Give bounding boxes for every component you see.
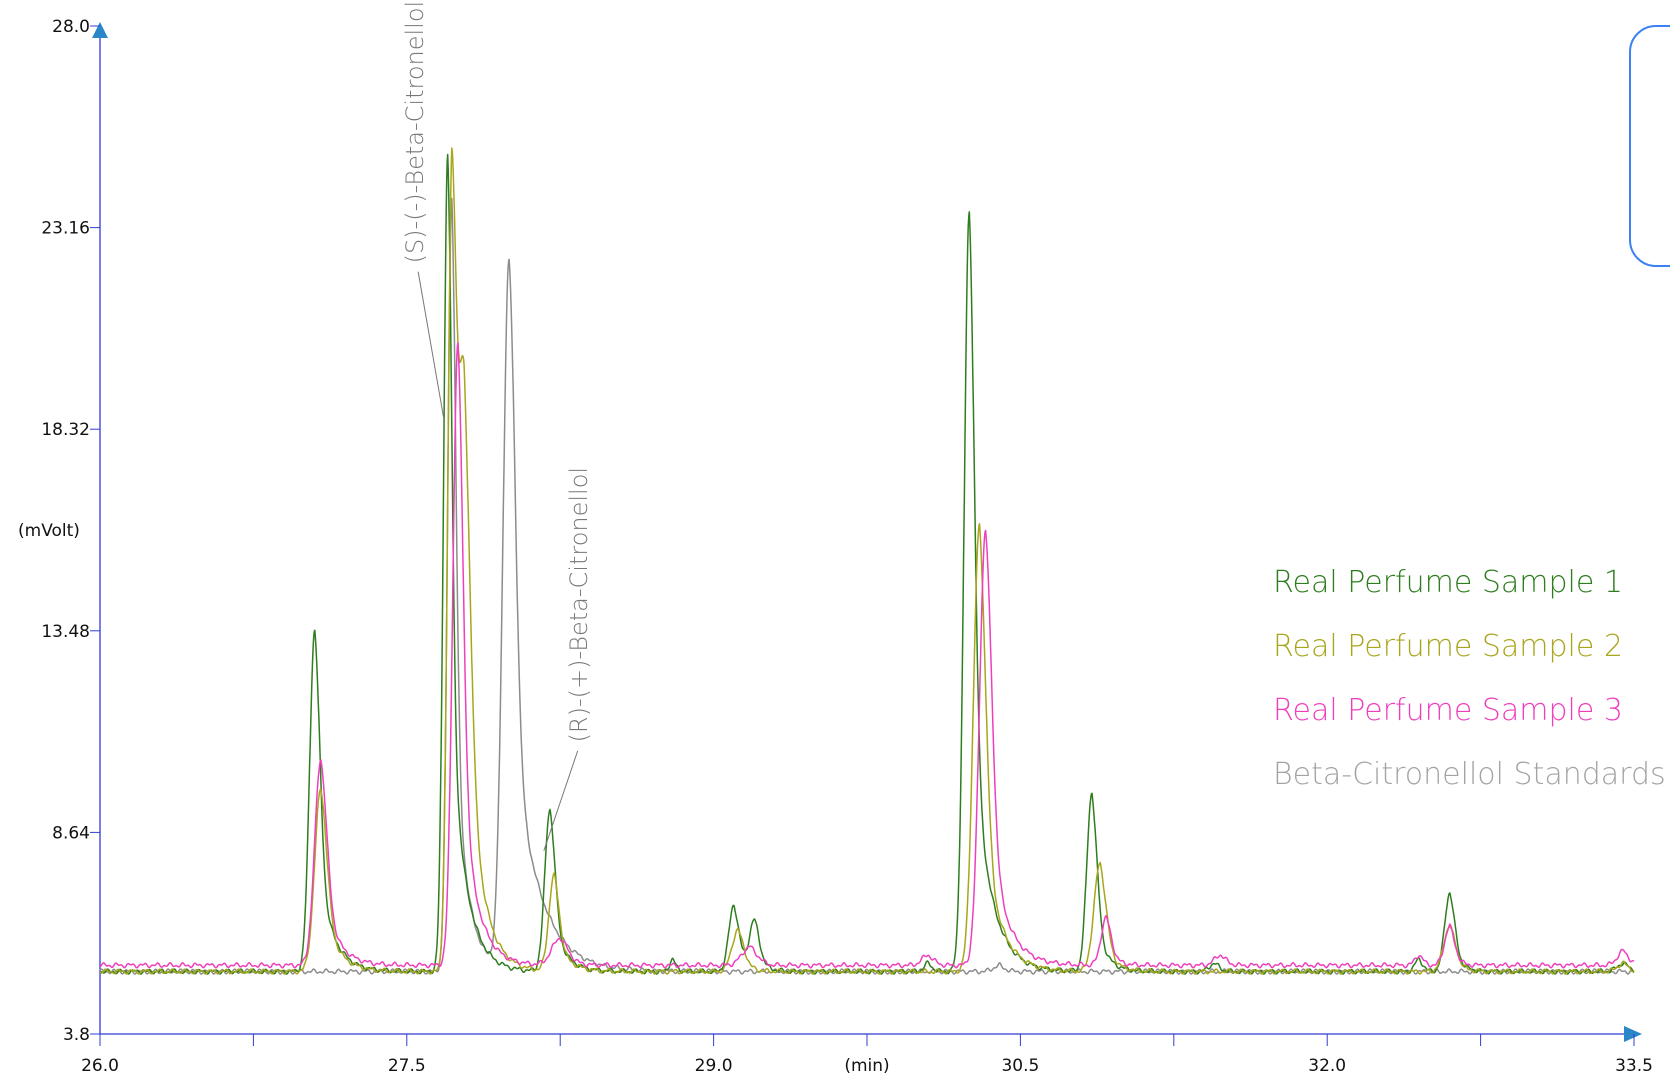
x-tick-label: 27.5 [388, 1056, 426, 1076]
y-tick-label: 23.16 [41, 219, 90, 239]
series-line-3 [99, 342, 1635, 969]
annotation-r-citronellol: (R)-(+)-Beta-Citronellol [565, 467, 593, 742]
x-tick-label: 29.0 [695, 1056, 733, 1076]
y-axis-label: (mVolt) [18, 521, 80, 541]
annotation-s-leader [417, 271, 445, 418]
y-tick-label: 18.32 [41, 420, 90, 440]
x-tick-label: 33.5 [1615, 1056, 1653, 1076]
annotation-r-leader [543, 750, 579, 851]
y-tick-label: 13.48 [41, 622, 90, 642]
series-group [99, 147, 1635, 975]
series-line-2 [99, 147, 1635, 975]
legend-entry-4: Beta-Citronellol Standards [1273, 757, 1666, 792]
y-axis-arrow [92, 22, 108, 38]
x-axis-arrow [1624, 1026, 1642, 1042]
y-tick-label: 28.0 [52, 17, 90, 37]
y-tick-label: 8.64 [52, 823, 90, 843]
overlay-panel [1629, 25, 1670, 267]
x-tick-label: 30.5 [1001, 1056, 1039, 1076]
legend-entry-3: Real Perfume Sample 3 [1273, 693, 1623, 728]
annotation-s-citronellol: (S)-(-)-Beta-Citronellol [401, 1, 429, 264]
x-axis-label: (min) [844, 1056, 889, 1076]
legend: Real Perfume Sample 1 Real Perfume Sample… [1273, 565, 1666, 792]
axes [92, 22, 1642, 1042]
y-tick-label: 3.8 [63, 1025, 90, 1045]
x-tick-label: 26.0 [81, 1056, 119, 1076]
legend-entry-1: Real Perfume Sample 1 [1273, 565, 1623, 600]
axis-ticks: 26.0 27.5 29.0 30.5 32.0 33.5 (min) 3.8 8.64 13.4… [18, 17, 1653, 1076]
legend-entry-2: Real Perfume Sample 2 [1273, 629, 1623, 664]
x-tick-label: 32.0 [1308, 1056, 1346, 1076]
peak-annotations: (S)-(-)-Beta-Citronellol (R)-(+)-Beta-Cit… [401, 1, 593, 851]
